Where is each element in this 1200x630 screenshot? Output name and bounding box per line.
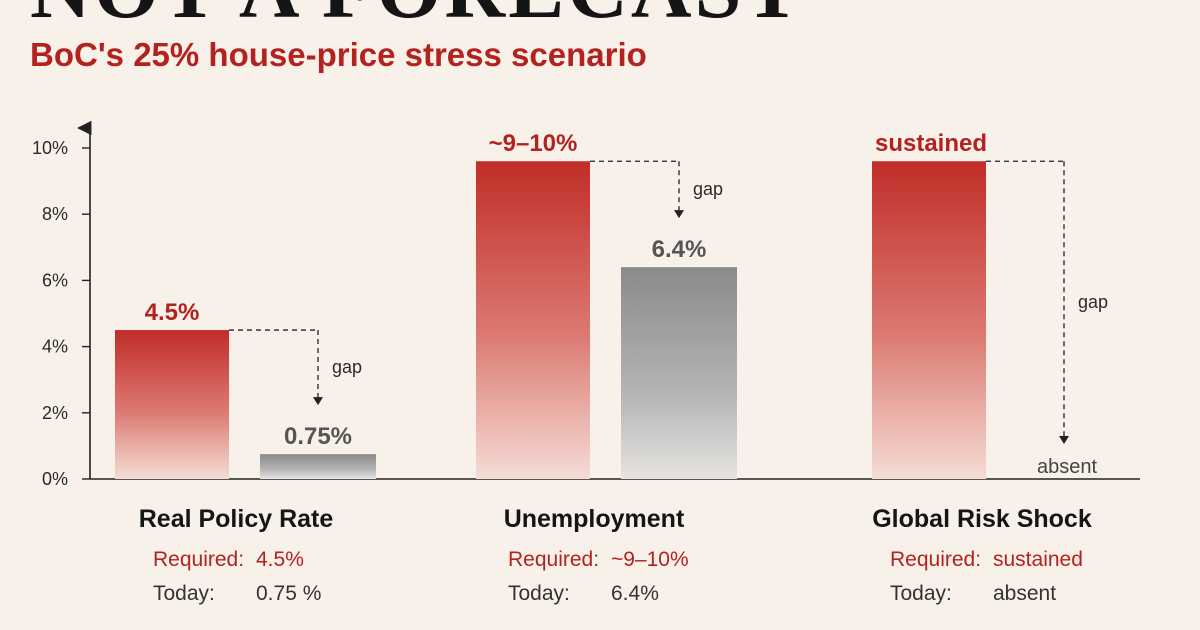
required-prefix: Required: bbox=[153, 548, 244, 571]
gap-label: gap bbox=[693, 179, 723, 199]
y-tick-label: 4% bbox=[42, 337, 68, 357]
today-text: absent bbox=[993, 582, 1056, 605]
gap-arrowhead bbox=[674, 210, 684, 219]
headline: NOT A FORECAST bbox=[30, 0, 1180, 32]
today-text: 0.75 % bbox=[256, 582, 321, 605]
category-label: Unemployment bbox=[504, 505, 685, 533]
y-tick-label: 10% bbox=[32, 138, 68, 158]
today-bar bbox=[260, 454, 376, 479]
required-text: sustained bbox=[993, 548, 1083, 571]
required-bar bbox=[872, 161, 986, 480]
gap-label: gap bbox=[1078, 292, 1108, 312]
required-bar bbox=[115, 330, 229, 479]
today-prefix: Today: bbox=[153, 582, 215, 605]
chart-subtitle: BoC's 25% house-price stress scenario bbox=[30, 36, 647, 73]
required-text: ~9–10% bbox=[611, 548, 689, 571]
category-label: Global Risk Shock bbox=[872, 505, 1092, 533]
required-value-label: 4.5% bbox=[145, 299, 200, 326]
required-prefix: Required: bbox=[508, 548, 599, 571]
gap-label: gap bbox=[332, 357, 362, 377]
today-value-label: 0.75% bbox=[284, 423, 352, 450]
gap-arrowhead bbox=[1059, 436, 1069, 444]
today-text: 6.4% bbox=[611, 582, 659, 605]
required-bar bbox=[476, 161, 590, 480]
today-prefix: Today: bbox=[890, 582, 952, 605]
today-value-label: 6.4% bbox=[652, 236, 707, 263]
y-tick-label: 2% bbox=[42, 403, 68, 423]
y-tick-label: 8% bbox=[42, 204, 68, 224]
today-bar bbox=[621, 267, 737, 479]
today-prefix: Today: bbox=[508, 582, 570, 605]
today-value-label: absent bbox=[1037, 456, 1097, 478]
required-prefix: Required: bbox=[890, 548, 981, 571]
y-tick-label: 0% bbox=[42, 469, 68, 489]
required-value-label: sustained bbox=[875, 130, 987, 157]
y-tick-label: 6% bbox=[42, 270, 68, 290]
category-label: Real Policy Rate bbox=[139, 505, 334, 533]
required-value-label: ~9–10% bbox=[489, 130, 578, 157]
required-text: 4.5% bbox=[256, 548, 304, 571]
gap-arrowhead bbox=[313, 397, 323, 406]
